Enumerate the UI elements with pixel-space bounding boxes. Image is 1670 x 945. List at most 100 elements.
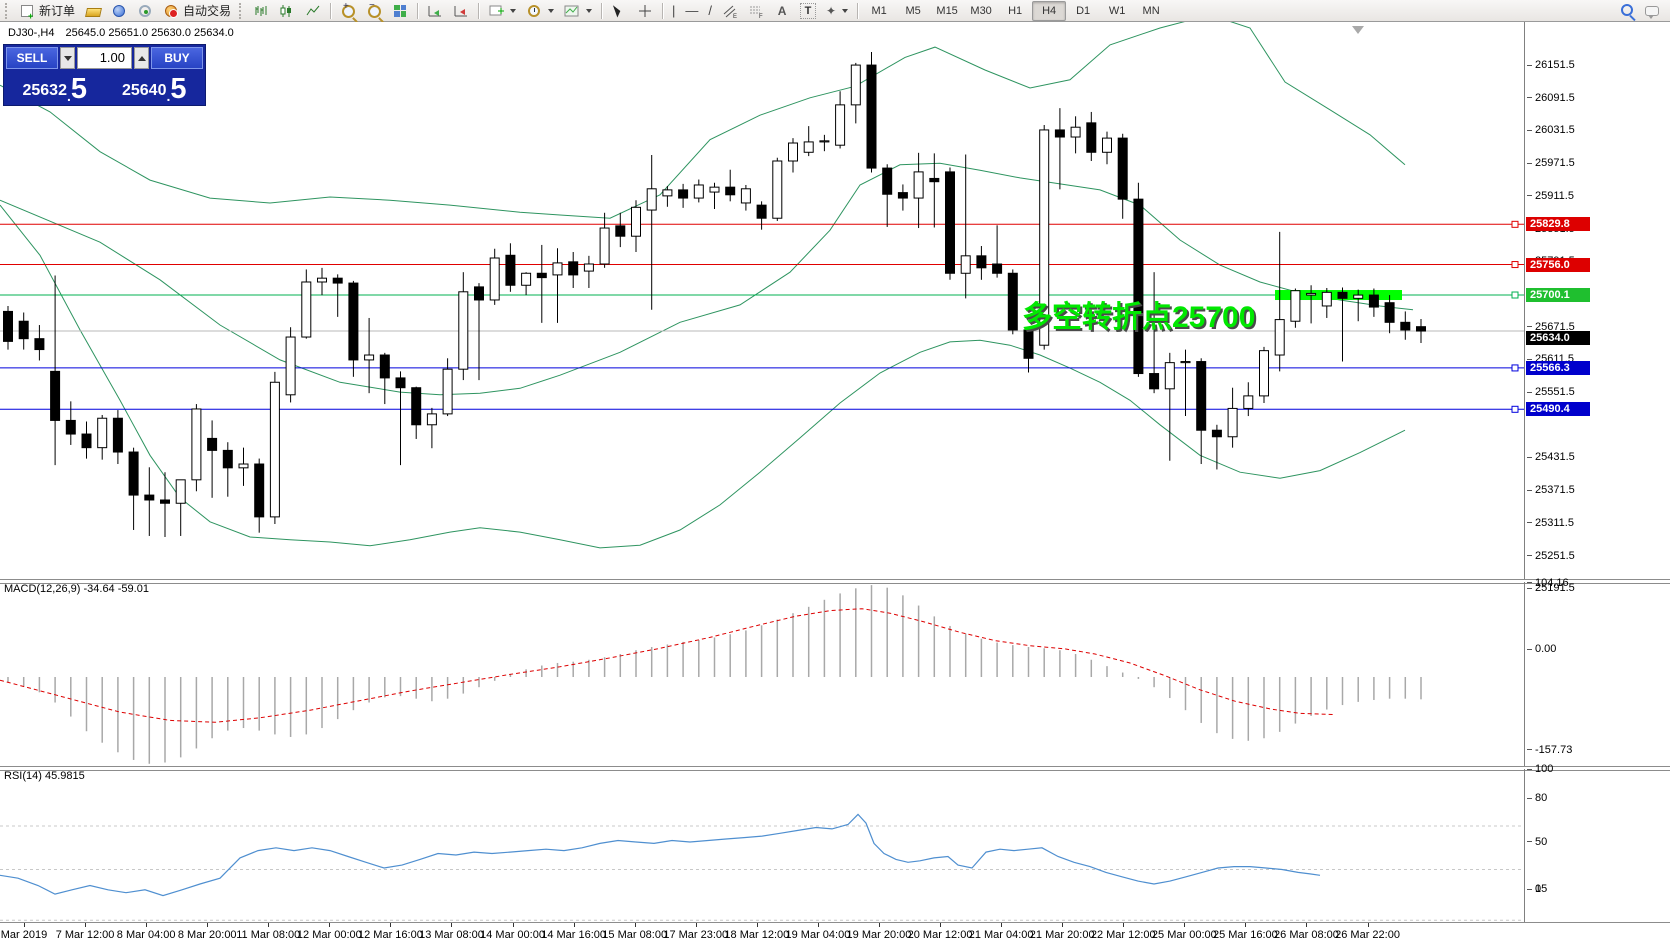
zoom-out-button[interactable] <box>361 0 387 22</box>
rsi-panel[interactable] <box>0 769 1525 922</box>
panel-separator-2[interactable] <box>0 766 1670 771</box>
tab-timeframe-h1[interactable]: H1 <box>1008 4 1023 17</box>
crosshair-button[interactable] <box>632 0 658 22</box>
auto-trading-icon <box>163 3 179 19</box>
volume-increase-button[interactable] <box>134 47 149 69</box>
tile-windows-button[interactable] <box>387 0 413 22</box>
vertical-line-button[interactable]: | <box>667 0 680 22</box>
time-tick <box>1001 923 1003 927</box>
price-axis-label: 25431.5 <box>1527 451 1575 463</box>
candle <box>1290 290 1301 322</box>
candle <box>960 255 971 274</box>
zoom-in-button[interactable] <box>335 0 361 22</box>
signals-button[interactable] <box>132 0 158 22</box>
candle <box>426 413 437 426</box>
candlestick-chart-button[interactable] <box>274 0 300 22</box>
horizontal-line-icon: — <box>685 3 699 18</box>
sell-price[interactable]: 25632. 5 <box>6 71 104 105</box>
new-order-label: 新订单 <box>39 4 76 18</box>
text-button[interactable]: A <box>769 0 795 22</box>
publisher-icon <box>111 3 127 19</box>
bar-chart-button[interactable] <box>248 0 274 22</box>
tab-timeframe-w1[interactable]: W1 <box>1108 4 1126 17</box>
auto-scroll-icon <box>428 5 442 16</box>
sell-price-main: 25632 <box>22 82 67 99</box>
hline-anchor <box>1511 291 1519 299</box>
candle <box>850 64 861 106</box>
price-badge-25756.0: 25756.0 <box>1526 257 1590 272</box>
buy-button[interactable]: BUY <box>151 47 203 69</box>
time-tick <box>940 923 942 927</box>
arrows-button[interactable]: ✦ <box>821 0 853 22</box>
buy-price[interactable]: 25640. 5 <box>106 71 204 105</box>
tab-timeframe-m30[interactable]: M30 <box>970 4 992 17</box>
text-label-button[interactable]: T <box>795 0 821 22</box>
trendline-button[interactable]: / <box>703 0 717 22</box>
time-tick <box>817 923 819 927</box>
vertical-line-icon: | <box>672 3 676 18</box>
candle <box>803 141 814 153</box>
periods-button[interactable] <box>521 0 559 22</box>
tab-timeframe-m1[interactable]: M1 <box>871 4 887 17</box>
candle <box>599 227 610 265</box>
candle <box>1102 137 1112 153</box>
price-badge-25829.8: 25829.8 <box>1526 217 1590 232</box>
indicators-button[interactable] <box>483 0 521 22</box>
horizontal-line-button[interactable]: — <box>680 0 703 22</box>
toolbar-grip[interactable] <box>5 2 11 19</box>
macd-signal-line <box>0 608 1336 723</box>
candle <box>693 184 704 199</box>
fibonacci-button[interactable]: F <box>743 0 769 22</box>
chart-shift-marker[interactable] <box>1352 26 1364 34</box>
line-chart-button[interactable] <box>300 0 326 22</box>
auto-scroll-button[interactable] <box>422 0 448 22</box>
indicators-dropdown-arrow[interactable] <box>510 8 517 13</box>
tab-timeframe-m15[interactable]: M15 <box>936 4 958 17</box>
periods-dropdown-arrow[interactable] <box>548 8 555 13</box>
price-axis-label: 26091.5 <box>1527 92 1575 104</box>
time-axis-label: 12 Mar 00:00 <box>296 929 362 941</box>
new-order-button[interactable]: + 新订单 <box>14 0 80 22</box>
text-label-icon: T <box>800 2 817 19</box>
channel-button[interactable]: E <box>717 0 743 22</box>
sell-button[interactable]: SELL <box>6 47 58 69</box>
svg-text:F: F <box>759 14 763 19</box>
cursor-button[interactable] <box>606 0 632 22</box>
candle <box>662 189 673 197</box>
symbol-info: DJ30-,H4 25645.0 25651.0 25630.0 25634.0 <box>8 27 234 39</box>
search-icon[interactable] <box>1620 3 1636 19</box>
tab-timeframe-m5[interactable]: M5 <box>905 4 921 17</box>
panel-separator-1[interactable] <box>0 579 1670 584</box>
tab-timeframe-d1[interactable]: D1 <box>1076 4 1091 17</box>
candle <box>1274 319 1285 356</box>
candle <box>1070 126 1081 138</box>
time-axis-label: 26 Mar 08:00 <box>1274 929 1339 941</box>
templates-button[interactable] <box>559 0 597 22</box>
templates-dropdown-arrow[interactable] <box>586 8 593 13</box>
auto-trading-button[interactable]: 自动交易 <box>158 0 236 22</box>
chart-shift-button[interactable] <box>448 0 474 22</box>
chat-icon[interactable] <box>1644 3 1660 19</box>
arrows-dropdown-arrow[interactable] <box>842 8 849 13</box>
candle <box>536 272 547 279</box>
rsi-axis-label: 100 <box>1527 763 1553 775</box>
candle <box>1227 407 1238 438</box>
volume-input[interactable]: 1.00 <box>77 47 132 69</box>
time-axis-label: 18 Mar 12:00 <box>724 929 790 941</box>
macd-panel[interactable] <box>0 582 1525 766</box>
tab-timeframe-h4[interactable]: H4 <box>1032 0 1067 21</box>
candle <box>254 463 265 518</box>
candle <box>269 381 280 518</box>
publisher-button[interactable] <box>106 0 132 22</box>
gold-icon <box>85 3 102 19</box>
time-axis-label: 11 Mar 08:00 <box>236 929 301 941</box>
gold-button[interactable] <box>80 0 106 22</box>
volume-decrease-button[interactable] <box>60 47 75 69</box>
tab-timeframe-mn[interactable]: MN <box>1142 4 1160 17</box>
candle <box>458 291 469 370</box>
volume-up-icon <box>137 55 146 61</box>
candle <box>474 286 484 301</box>
macd-axis-label: 104.16 <box>1527 577 1569 589</box>
